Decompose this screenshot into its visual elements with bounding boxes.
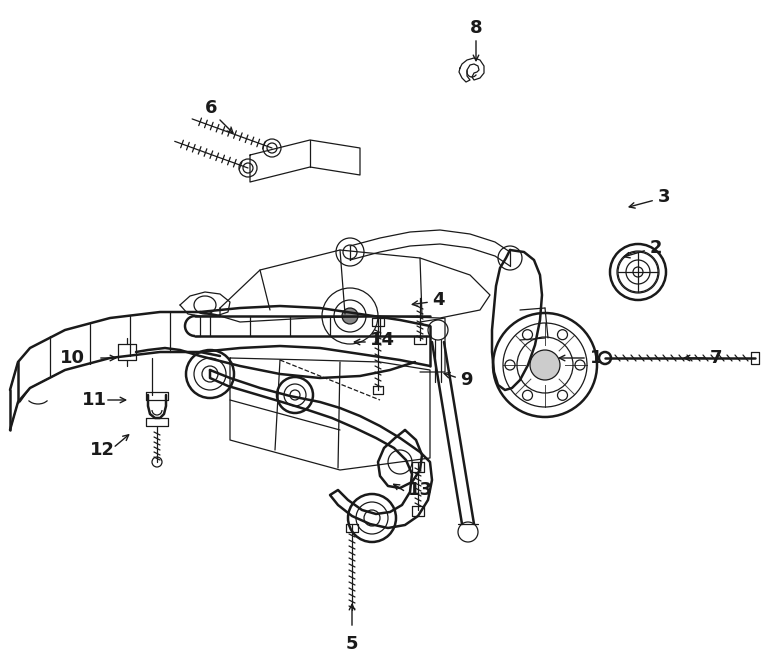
Circle shape (277, 377, 313, 413)
Text: 1: 1 (590, 349, 602, 367)
Circle shape (599, 352, 611, 364)
Circle shape (152, 457, 162, 467)
Text: 2: 2 (650, 239, 662, 257)
Circle shape (575, 360, 585, 370)
Circle shape (530, 350, 560, 380)
Text: 13: 13 (408, 481, 433, 499)
Text: 10: 10 (60, 349, 85, 367)
Text: 8: 8 (470, 19, 482, 37)
Circle shape (522, 330, 532, 340)
Circle shape (557, 390, 568, 400)
Circle shape (263, 139, 281, 157)
Text: 4: 4 (432, 291, 445, 309)
Circle shape (186, 350, 234, 398)
Text: 14: 14 (370, 331, 395, 349)
Circle shape (342, 308, 358, 324)
Circle shape (493, 313, 597, 417)
Circle shape (505, 360, 515, 370)
Text: 11: 11 (82, 391, 107, 409)
Text: 12: 12 (90, 441, 115, 459)
Text: 6: 6 (205, 99, 217, 117)
Circle shape (348, 494, 396, 542)
Circle shape (239, 159, 257, 177)
Circle shape (557, 330, 568, 340)
Text: 9: 9 (460, 371, 473, 389)
Text: 7: 7 (710, 349, 723, 367)
Circle shape (610, 244, 666, 300)
Text: 5: 5 (346, 635, 358, 653)
Circle shape (522, 390, 532, 400)
Text: 3: 3 (658, 188, 670, 206)
